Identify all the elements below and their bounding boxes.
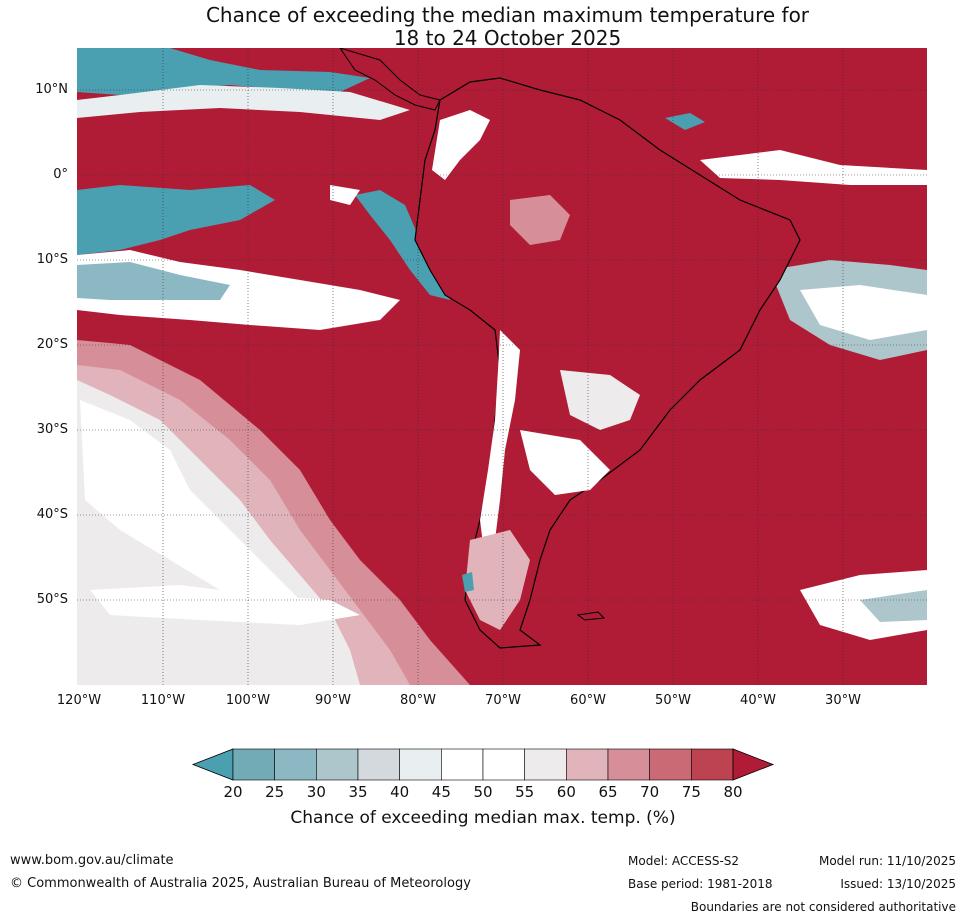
peru-coast-cool-region [355, 190, 450, 300]
falkland-islands [576, 611, 606, 621]
colorbar-tick-label: 35 [348, 783, 368, 801]
colorbar-tick-label: 20 [223, 783, 243, 801]
colorbar-segments [191, 748, 775, 781]
lon-label-60w: 60°W [570, 693, 606, 708]
lat-label-10n: 10°N [35, 82, 68, 97]
amazon-light-patch [510, 195, 570, 245]
title-line-2: 18 to 24 October 2025 [393, 26, 622, 50]
lon-label-90w: 90°W [315, 693, 351, 708]
colorbar-segment [524, 748, 567, 781]
colorbar-tick-label: 50 [473, 783, 493, 801]
southeast-atlantic-cool [860, 590, 927, 622]
colorbar-segment [399, 748, 442, 781]
copyright-text: © Commonwealth of Australia 2025, Austra… [10, 876, 471, 891]
base-period-text: Base period: 1981-2018 [628, 877, 773, 891]
colorbar-segment [482, 748, 525, 781]
colorbar-segment [232, 748, 275, 781]
west-equatorial-cool-region [77, 185, 275, 255]
colorbar-tick-label: 75 [681, 783, 701, 801]
website-link[interactable]: www.bom.gov.au/climate [10, 853, 174, 868]
colorbar-tick-label: 40 [390, 783, 410, 801]
colorbar-tick-label: 30 [306, 783, 326, 801]
map-title: Chance of exceeding the median maximum t… [0, 4, 965, 50]
caribbean-cool-patch [665, 113, 705, 130]
graticule [77, 48, 927, 685]
colorbar [191, 748, 775, 781]
northern-andes-white [432, 110, 490, 180]
north-pacific-cool-band [77, 48, 370, 95]
south-pacific-white-patches [80, 400, 300, 610]
lat-label-0: 0° [53, 167, 68, 182]
colorbar-segment [274, 748, 317, 781]
colorbar-low-extension [191, 748, 234, 781]
lon-label-70w: 70°W [485, 693, 521, 708]
southeast-atlantic-white [800, 570, 927, 640]
model-run-text: Model run: 11/10/2025 [818, 854, 956, 868]
central-argentina-white [520, 430, 610, 495]
colorbar-high-extension [732, 748, 775, 781]
south-pacific-band [90, 585, 360, 625]
andes-white-strip [480, 330, 520, 560]
lon-label-120w: 120°W [56, 693, 102, 708]
lat-label-50s: 50°S [36, 592, 68, 607]
lon-label-100w: 100°W [225, 693, 271, 708]
pacific-cool-band-10s [77, 262, 230, 300]
lon-label-110w: 110°W [140, 693, 186, 708]
lat-label-20s: 20°S [36, 337, 68, 352]
lon-label-80w: 80°W [400, 693, 436, 708]
equatorial-atlantic-white [700, 150, 927, 185]
colorbar-tick-label: 45 [431, 783, 451, 801]
north-pacific-white-band [77, 85, 410, 120]
lat-label-10s: 10°S [36, 252, 68, 267]
south-atlantic-white-band [800, 285, 927, 340]
patagonia-light-region [465, 530, 530, 630]
colorbar-tick-label: 60 [556, 783, 576, 801]
model-text: Model: ACCESS-S2 [628, 854, 740, 868]
colorbar-tick-label: 55 [515, 783, 535, 801]
colorbar-segment [441, 748, 484, 781]
lon-label-50w: 50°W [655, 693, 691, 708]
colorbar-segment [316, 748, 359, 781]
lat-label-40s: 40°S [36, 507, 68, 522]
southern-chile-cool-patch [462, 572, 474, 592]
central-america-landmass [339, 48, 441, 111]
colorbar-tick-label: 70 [640, 783, 660, 801]
colorbar-tick-label: 80 [723, 783, 743, 801]
lon-label-30w: 30°W [825, 693, 861, 708]
colorbar-tick-label: 65 [598, 783, 618, 801]
colorbar-segment [607, 748, 650, 781]
colorbar-segment [357, 748, 400, 781]
colorbar-tick-label: 25 [265, 783, 285, 801]
map-panel [77, 48, 927, 685]
issued-text: Issued: 13/10/2025 [840, 877, 956, 891]
galapagos-white-patch [330, 185, 360, 205]
colorbar-segment [566, 748, 609, 781]
colorbar-segment [691, 748, 734, 781]
paraguay-white-region [560, 370, 640, 430]
title-line-1: Chance of exceeding the median maximum t… [205, 3, 810, 27]
colorbar-label: Chance of exceeding median max. temp. (%… [290, 808, 676, 828]
lat-label-30s: 30°S [36, 422, 68, 437]
colorbar-segment [649, 748, 692, 781]
lon-label-40w: 40°W [740, 693, 776, 708]
disclaimer-text: Boundaries are not considered authoritat… [690, 900, 956, 914]
